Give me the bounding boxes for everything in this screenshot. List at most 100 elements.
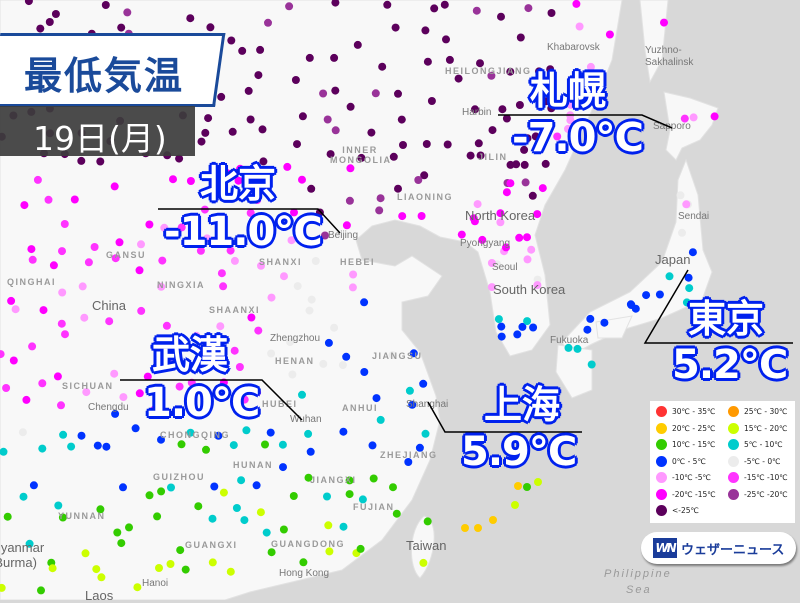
station-dot [392,509,401,518]
city-label: Wuhan [290,414,322,425]
station-dot [532,93,541,101]
weathernews-logo: WN ウェザーニュース [641,532,796,564]
station-dot [279,525,288,534]
station-dot [218,347,227,356]
legend-item: -5℃ - 0℃ [728,455,781,467]
station-dot [18,428,27,437]
legend-swatch [728,488,739,500]
station-dot [330,53,339,62]
city-label: Hong Kong [279,568,330,579]
date-box [0,106,195,156]
station-dot [348,283,357,292]
station-dot [476,59,484,68]
station-dot [404,458,413,466]
station-dot [78,282,87,291]
legend-swatch [656,488,667,500]
legend-label: 20℃ - 25℃ [672,423,716,433]
station-dot [217,269,226,278]
station-dot [307,295,316,304]
station-dot [37,586,45,595]
station-dot [226,246,235,255]
station-dot [665,272,674,281]
station-dot [409,349,418,358]
station-dot [378,62,387,71]
station-dot [368,441,377,450]
land-hokkaido [663,91,719,161]
date-label: 19日(月) [33,119,167,158]
station-dot [571,81,580,90]
city-label: Hanoi [142,578,169,589]
station-dot [262,528,271,537]
station-dot [345,476,354,485]
station-dot [330,323,339,332]
station-dot [53,372,62,381]
station-dot [48,564,57,573]
station-dot [331,0,340,7]
station-dot [111,254,120,263]
city-label: Shanghai [406,399,449,410]
legend-swatch [656,439,667,450]
station-dot [230,346,239,355]
station-dot [234,176,243,185]
station-dot [244,86,253,95]
land-kyushu [555,344,593,399]
station-dot [123,8,132,17]
station-dot [346,164,355,173]
province-label: GUANGDONG [271,539,345,549]
station-dot [105,317,114,326]
station-dot [0,447,8,456]
station-dot [324,338,333,347]
station-dot [688,248,697,257]
station-dot [192,331,201,340]
station-dot [678,228,686,237]
station-dot [96,157,105,166]
station-dot [474,139,483,148]
station-dot [541,97,550,106]
station-dot [488,126,497,135]
country-label: South Korea [493,282,566,297]
station-dot [90,243,99,251]
station-dot [523,483,531,491]
station-dot [326,150,335,159]
province-label: SICHUAN [62,381,114,391]
station-dot [38,444,47,453]
legend-swatch [728,439,739,450]
legend-label: 5℃ - 10℃ [744,440,783,449]
station-dot [399,141,407,149]
station-dot [487,283,496,292]
station-dot [710,112,719,121]
station-dot [466,151,475,160]
station-dot [408,400,417,409]
station-dot [22,395,31,404]
station-dot [360,368,369,376]
city-label: Khabarovsk [547,42,600,53]
station-dot [388,351,397,360]
station-dot [478,235,487,244]
station-dot [474,524,482,532]
station-dot [206,23,215,32]
station-dot [685,284,694,293]
station-dot [331,86,340,95]
station-dot [375,206,384,215]
station-dot [533,210,542,219]
legend-item: 25℃ - 30℃ [728,406,787,417]
callout-temp-shanghai: 5.9℃ [461,429,577,475]
station-dot [226,567,235,576]
station-dot [186,14,195,23]
station-dot [84,258,93,267]
station-dot [3,512,12,521]
station-dot [0,583,6,592]
station-dot [240,516,249,525]
legend-label: -5℃ - 0℃ [744,456,781,466]
station-dot [117,539,126,548]
station-dot [51,10,60,18]
station-dot [323,115,332,124]
station-dot [0,350,5,359]
station-dot [176,546,185,555]
station-dot [201,128,210,137]
station-dot [360,298,369,307]
province-label: INNER MONGOLIA [330,145,392,165]
station-dot [586,62,595,71]
station-dot [157,435,165,444]
station-dot [564,343,573,352]
